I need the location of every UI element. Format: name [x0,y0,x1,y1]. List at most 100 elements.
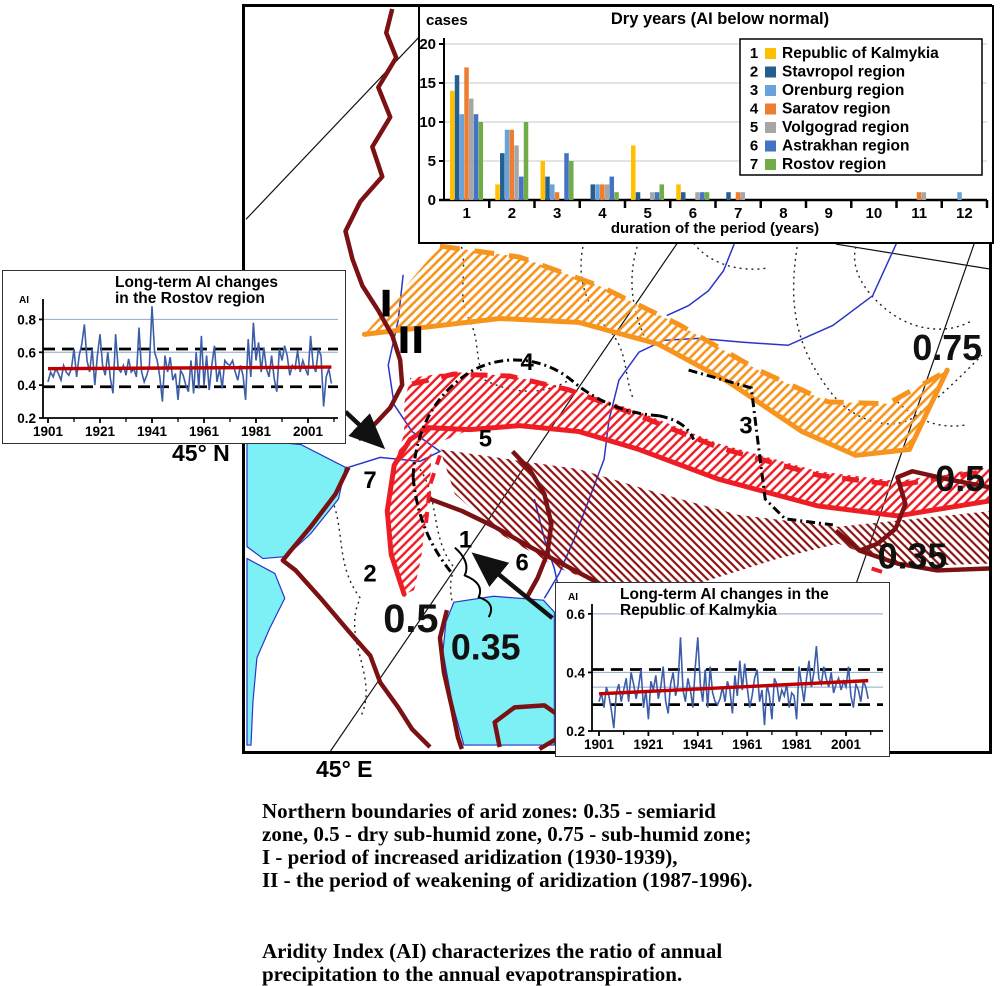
legend-label: Volgograd region [782,119,909,136]
region-number-label: 6 [516,549,529,576]
line-chart-title: Long-term AI changes [115,274,278,291]
zone-boundary-label: 0.35 [878,537,948,577]
y-tick-label: 0.6 [566,607,585,622]
bar-Volgograd region [514,145,519,200]
zone-band-dry-sub-humid-05 [384,371,989,597]
bar-xlabel: duration of the period (years) [611,220,819,237]
bar-Rostov region [659,184,665,200]
bar-Stavropol region [681,192,686,200]
y-tick-label: 0 [428,192,436,209]
legend-number: 1 [750,45,758,62]
x-tick-label: 1921 [85,424,116,439]
legend-number: 7 [750,156,758,173]
rostov-inset-arrow [343,410,386,450]
legend-number: 6 [750,138,758,155]
legend-swatch [765,66,776,78]
x-tick-label: 4 [598,205,607,222]
zone-boundary-label: 0.35 [451,628,521,668]
caption-line: Northern boundaries of arid zones: 0.35 … [262,799,716,823]
x-tick-label: 1901 [584,737,615,752]
rostov-ai-line-chart: 0.2 0.4 0.6 0.8 1901 1921 1941 1961 1981 2001 Long… [17,274,338,439]
legend-label: Rostov region [782,156,886,173]
aridization-period-marker: II [397,319,424,362]
bar-Astrakhan region [473,114,479,200]
caspian-sea [442,595,555,746]
x-tick-label: 11 [911,205,927,222]
legend-number: 3 [750,82,758,99]
bar-Republic of Kalmykia [495,184,500,200]
line-chart-title: Republic of Kalmykia [620,602,777,619]
legend-label: Orenburg region [782,82,904,99]
y-tick-label: 20 [420,36,436,53]
zone-boundary-label: 0.75 [912,328,982,368]
bar-Saratov region [735,192,741,200]
x-tick-label: 5 [643,205,651,222]
ai-series-line [47,306,333,407]
x-tick-label: 2001 [831,737,862,752]
y-tick-label: 15 [420,75,436,92]
kalmykia-line-chart-inset: 0.2 0.4 0.6 1901 1921 1941 1961 1981 2001 Long-te… [555,582,890,757]
bar-Orenburg region [550,184,555,200]
bar-Rostov region [704,192,710,200]
x-tick-label: 1981 [241,424,272,439]
legend-number: 5 [750,119,758,136]
bar-Rostov region [523,122,529,200]
caption-line: I - period of increased aridization (193… [262,845,678,869]
x-tick-label: 1901 [33,424,64,439]
bar-chart-inset: 0 5 10 15 20 1 2 3 4 5 6 7 8 9 10 11 12 cases Dry years (A… [418,5,994,244]
line-chart-ylabel: AI [568,592,578,603]
caption-line: II - the period of weakening of aridizat… [262,868,753,892]
legend-number: 4 [750,101,759,118]
legend-swatch [765,48,776,59]
zone-boundary-label: 0.5 [935,459,985,499]
legend-swatch [765,85,776,96]
y-tick-label: 10 [420,114,436,131]
legend-swatch [765,122,776,133]
bar-Orenburg region [459,114,465,200]
zone-boundary-label: 0.5 [383,597,438,641]
region-number-label: 2 [363,560,376,587]
legend-label: Stavropol region [782,64,905,81]
bar-Orenburg region [957,192,962,200]
x-tick-label: 1 [462,205,470,222]
bar-Volgograd region [740,192,746,200]
bar-Orenburg region [595,184,600,200]
bar-Saratov region [509,129,515,200]
bar-Republic of Kalmykia [450,90,455,200]
y-tick-label: 0.2 [17,411,36,426]
legend-label: Astrakhan region [782,138,909,155]
bar-Saratov region [554,192,560,200]
ai-series-line [598,637,869,729]
bar-Republic of Kalmykia [631,145,636,200]
bar-Astrakhan region [564,153,569,200]
bar-Volgograd region [921,192,927,200]
y-tick-label: 0.8 [17,312,36,327]
inset-pointer-arrows [343,410,554,620]
bar-Stavropol region [635,192,641,200]
latitude-label: 45° N [172,440,230,466]
legend-swatch [765,140,776,152]
bar-Saratov region [916,192,922,200]
x-tick-label: 6 [689,205,697,222]
x-tick-label: 8 [779,205,787,222]
bar-Rostov region [569,161,574,200]
region-number-label: 5 [479,425,492,452]
bar-Orenburg region [504,129,510,200]
bar-Republic of Kalmykia [540,161,546,200]
region-number-label: 1 [459,527,472,554]
kalmykia-inset-arrow [471,552,554,620]
bar-Astrakhan region [700,192,705,200]
bar-Astrakhan region [654,192,660,200]
bar-Republic of Kalmykia [676,184,681,200]
caption-line: zone, 0.5 - dry sub-humid zone, 0.75 - s… [262,822,752,846]
y-tick-label: 0.2 [566,724,585,739]
x-tick-label: 10 [866,205,883,222]
trend-line [47,365,332,371]
bar-Stavropol region [590,184,596,200]
caption-line: precipitation to the annual evapotranspi… [262,962,683,986]
legend-swatch [765,159,776,170]
region-number-label: 3 [739,413,752,440]
bar-ylabel: cases [426,12,468,29]
